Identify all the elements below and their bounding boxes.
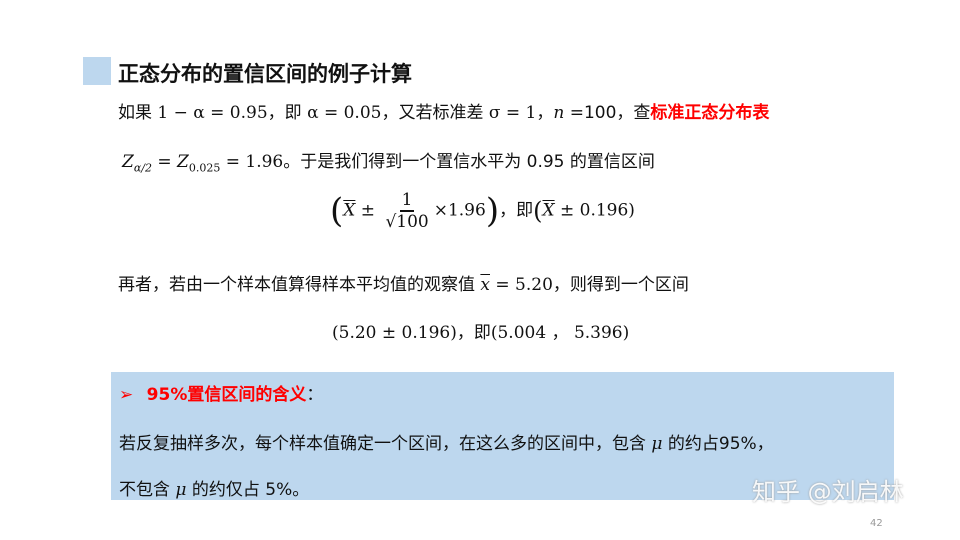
text: 。于是我们得到一个置信水平为 0.95 的置信区间 [283,152,655,172]
math: ± [355,200,381,221]
highlight-text: 标准正态分布表 [650,103,770,123]
text: 如果 [118,103,158,123]
fraction: 1 √100 [383,190,430,232]
math: x [480,275,490,295]
line-1: 如果 1 − α = 0.95，即 α = 0.05，又若标准差 σ = 1，n… [118,98,769,123]
math: ) [485,191,500,231]
math: Z [122,152,134,172]
math: = 5.20 [490,275,553,295]
text: ，即 [499,200,534,221]
math: = Z [151,152,189,172]
math: 0.025 [188,161,221,175]
box-heading-text: 95%置信区间的含义 [146,385,307,405]
math: α/2 [133,161,152,175]
numerator: 1 [399,190,415,212]
text: ，即 [456,323,491,343]
math: ( [533,197,543,225]
text: ，又若标准差 [381,103,489,123]
box-paragraph-2: 不包含 μ 的约仅占 5%。 [119,475,309,500]
text: 的约占95%， [662,434,774,454]
math: σ = 1 [488,103,537,123]
denominator: √100 [385,212,429,232]
text: =100，查 [564,103,651,123]
text: 的约仅占 5%。 [186,480,310,500]
box-heading: ➢ 95%置信区间的含义： [119,380,323,405]
line-2: Zα/2 = Z0.025 = 1.96。于是我们得到一个置信水平为 0.95 … [122,147,655,174]
math: μ [175,480,187,500]
text: ，则得到一个区间 [552,275,689,295]
text: ： [306,385,324,405]
formula-2: (5.20 ± 0.196)，即(5.004 ， 5.396) [332,318,629,343]
math: ( [330,191,344,231]
page-number: 42 [870,518,883,529]
math: ± 0.196) [554,200,635,221]
box-paragraph-1: 若反复抽样多次，每个样本值确定一个区间，在这么多的区间中，包含 μ 的约占95%… [119,429,774,454]
math: n [553,103,565,123]
formula-1: (X ± 1 √100 ×1.96)，即(X ± 0.196) [330,190,635,232]
math: (5.004 ， 5.396) [490,323,630,343]
math: (5.20 ± 0.196) [332,323,457,343]
text: 不包含 [119,480,176,500]
math: μ [651,434,663,454]
slide-title: 正态分布的置信区间的例子计算 [118,62,412,86]
math: 1 − α = 0.95 [157,103,268,123]
math: α = 0.05 [307,103,382,123]
math: X [542,200,555,221]
line-3: 再者，若由一个样本值算得样本平均值的观察值 x = 5.20，则得到一个区间 [118,270,689,295]
text: ，即 [267,103,308,123]
meaning-box: ➢ 95%置信区间的含义： 若反复抽样多次，每个样本值确定一个区间，在这么多的区… [111,372,894,500]
math: ×1.96 [433,200,486,221]
text: ， [536,103,554,123]
math: X [343,200,356,221]
text: 再者，若由一个样本值算得样本平均值的观察值 [118,275,481,295]
arrow-bullet-icon: ➢ [119,385,134,405]
watermark: 知乎 @刘启林 [752,478,904,506]
title-marker [83,57,111,85]
text: 若反复抽样多次，每个样本值确定一个区间，在这么多的区间中，包含 [119,434,652,454]
math: = 1.96 [220,152,284,172]
